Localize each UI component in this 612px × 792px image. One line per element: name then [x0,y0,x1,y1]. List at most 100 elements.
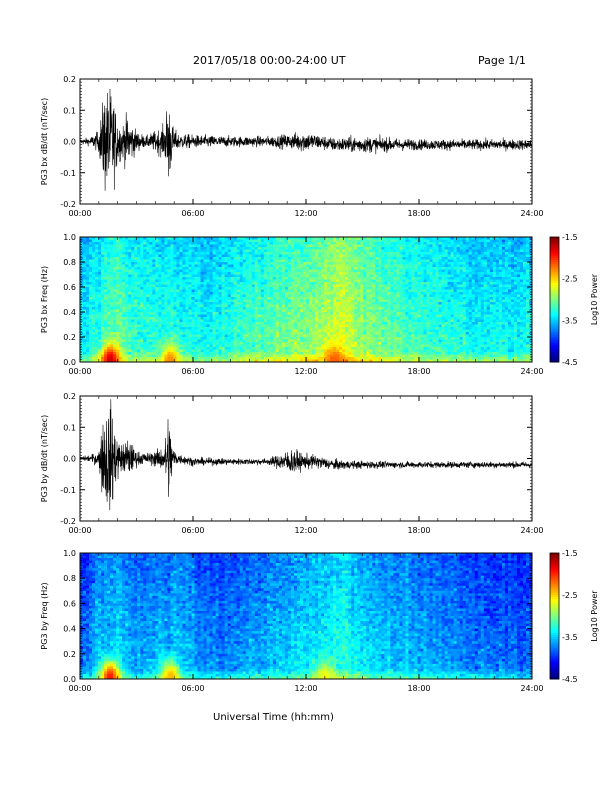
heatmap-cell [257,357,262,360]
heatmap-cell [345,249,349,253]
heatmap-cell [327,242,331,245]
heatmap-cell [86,317,90,320]
heatmap-cell [330,309,334,313]
heatmap-cell [242,272,247,275]
heatmap-cell [278,332,283,335]
heatmap-cell [263,239,268,243]
heatmap-cell [161,237,165,240]
heatmap-cell [113,297,117,300]
heatmap-cell [254,337,259,340]
heatmap-cell [236,239,241,243]
heatmap-cell [312,279,316,283]
heatmap-cell [290,247,295,250]
heatmap-cell [212,302,216,305]
heatmap-cell [327,267,331,270]
heatmap-cell [110,314,114,318]
heatmap-cell [306,267,310,270]
heatmap-cell [152,329,156,333]
heatmap-cell [354,349,358,353]
heatmap-cell [149,237,153,240]
heatmap-cell [266,289,271,293]
heatmap-cell [245,314,250,318]
heatmap-cell [104,244,108,248]
heatmap-cell [339,244,343,248]
heatmap-cell [86,349,90,353]
heatmap-cell [128,254,132,258]
heatmap-cell [342,252,346,255]
heatmap-cell [287,324,292,328]
heatmap-cell [149,304,153,308]
heatmap-cell [221,284,226,288]
heatmap-cell [230,284,235,288]
heatmap-cell [327,332,331,335]
heatmap-cell [233,344,238,348]
heatmap-cell [293,249,298,253]
heatmap-cell [251,309,256,313]
heatmap-cell [209,252,213,255]
heatmap-cell [318,269,322,273]
heatmap-cell [342,249,346,253]
heatmap-cell [233,239,238,243]
heatmap-cell [113,309,117,313]
heatmap-cell [101,292,105,295]
heatmap-cell [336,357,340,360]
heatmap-cell [89,304,93,308]
heatmap-cell [278,344,283,348]
heatmap-cell [128,279,132,283]
heatmap-cell [318,242,322,245]
heatmap-cell [89,352,93,355]
heatmap-cell [284,292,289,295]
heatmap-cell [119,242,123,245]
heatmap-cell [330,307,334,310]
heatmap-cell [122,324,126,328]
heatmap-cell [369,327,373,330]
heatmap-cell [345,264,349,268]
heatmap-cell [131,262,135,265]
heatmap-cell [209,339,213,343]
heatmap-cell [293,259,298,263]
heatmap-cell [257,239,262,243]
heatmap-cell [369,272,373,275]
heatmap-cell [351,322,355,325]
heatmap-cell [281,352,286,355]
heatmap-cell [134,329,138,333]
heatmap-cell [342,347,346,350]
heatmap-cell [137,332,141,335]
heatmap-cell [242,357,247,360]
heatmap-cell [263,272,268,275]
heatmap-cell [333,304,337,308]
heatmap-cell [272,289,277,293]
heatmap-cell [215,302,220,305]
heatmap-cell [296,269,301,273]
heatmap-cell [306,252,310,255]
heatmap-cell [95,297,99,300]
heatmap-cell [122,332,126,335]
heatmap-cell [131,289,135,293]
heatmap-cell [260,242,265,245]
heatmap-cell [209,304,213,308]
heatmap-cell [330,284,334,288]
heatmap-cell [167,244,171,248]
heatmap-cell [218,329,223,333]
heatmap-cell [324,332,328,335]
heatmap-cell [188,282,192,285]
heatmap-cell [110,269,114,273]
heatmap-cell [260,309,265,313]
heatmap-cell [173,304,177,308]
heatmap-cell [251,299,256,303]
heatmap-cell [131,274,135,278]
heatmap-cell [351,269,355,273]
heatmap-cell [357,264,361,268]
heatmap-cell [140,282,144,285]
heatmap-cell [330,329,334,333]
heatmap-cell [245,307,250,310]
heatmap-cell [158,354,162,358]
heatmap-cell [212,279,216,283]
heatmap-cell [284,272,289,275]
heatmap-cell [236,342,241,345]
heatmap-cell [101,264,105,268]
heatmap-cell [251,354,256,358]
heatmap-cell [134,307,138,310]
heatmap-cell [339,322,343,325]
heatmap-cell [143,292,147,295]
